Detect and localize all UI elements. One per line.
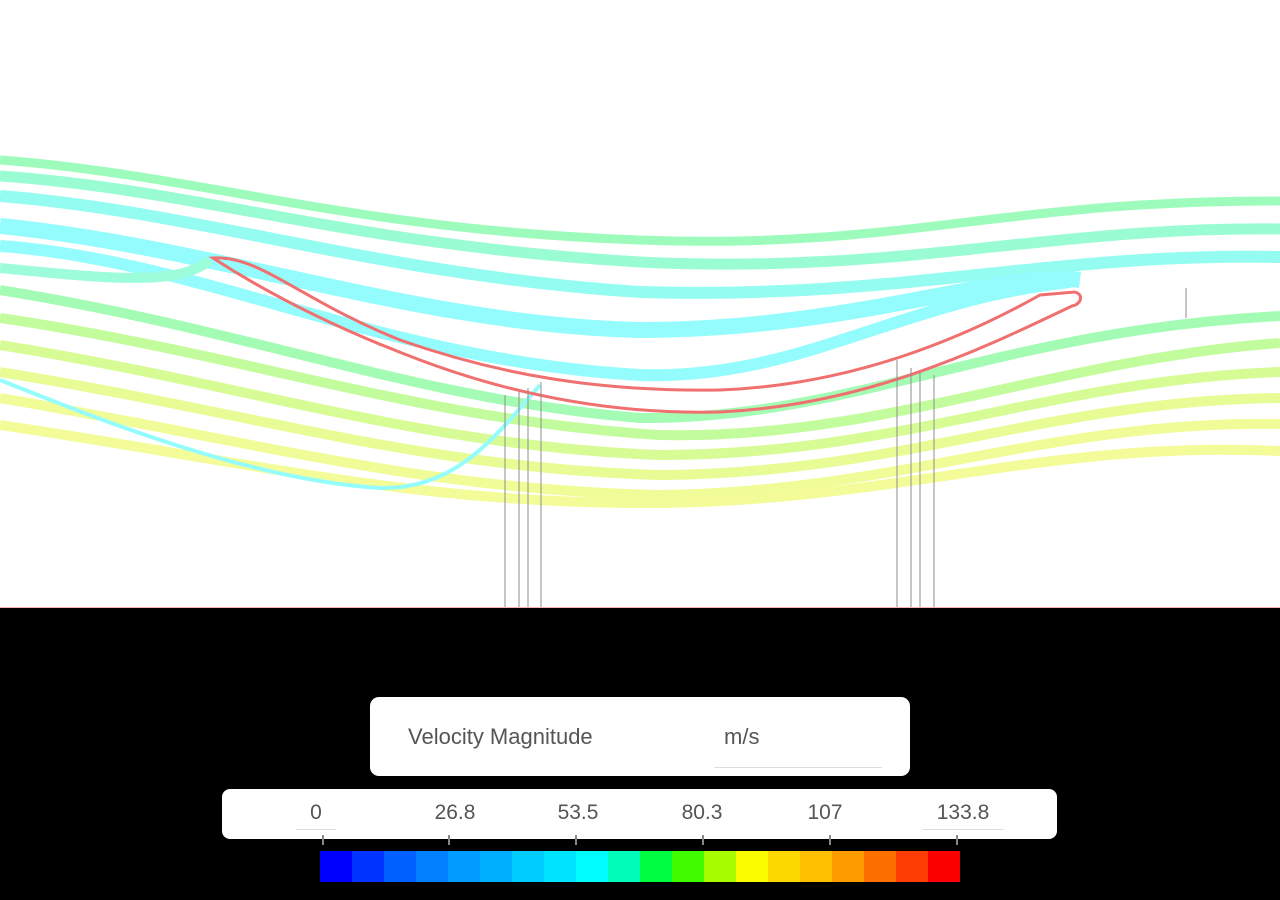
tick-label: 26.8 [434,801,476,824]
tick-label-max[interactable]: 133.8 [922,801,1004,830]
legend-title-panel: Velocity Magnitude m/s [370,697,910,776]
color-bar [320,851,960,882]
color-bar-segment [704,851,736,882]
tick-mark [322,835,324,845]
color-bar-segment [544,851,576,882]
color-bar-segment [608,851,640,882]
color-bar-segment [416,851,448,882]
tick-label: 80.3 [681,801,723,824]
tick-mark [575,835,577,845]
color-bar-segment [480,851,512,882]
legend-field-name: Velocity Magnitude [408,724,593,749]
color-bar-segment [896,851,928,882]
tick-label: 53.5 [557,801,599,824]
color-bar-segment [384,851,416,882]
streamline-plot [0,155,1280,608]
tick-label: 107 [807,801,843,824]
color-bar-segment [736,851,768,882]
color-bar-segment [512,851,544,882]
tick-mark [702,835,704,845]
tick-mark [448,835,450,845]
tick-label-min[interactable]: 0 [296,801,336,830]
tick-mark [829,835,831,845]
color-bar-segment [832,851,864,882]
color-bar-segment [672,851,704,882]
color-bar-segment [320,851,352,882]
color-bar-segment [576,851,608,882]
ground-boundary-line [0,607,1280,608]
cfd-viewport[interactable] [0,0,1280,608]
color-bar-segment [352,851,384,882]
legend-unit-select[interactable]: m/s [714,724,882,768]
tick-mark [956,835,958,845]
color-bar-segment [864,851,896,882]
color-bar-segment [640,851,672,882]
legend-scale-panel: 0 26.8 53.5 80.3 107 133.8 [222,789,1057,839]
color-bar-segment [448,851,480,882]
color-bar-segment [768,851,800,882]
color-bar-segment [800,851,832,882]
color-bar-segment [928,851,960,882]
